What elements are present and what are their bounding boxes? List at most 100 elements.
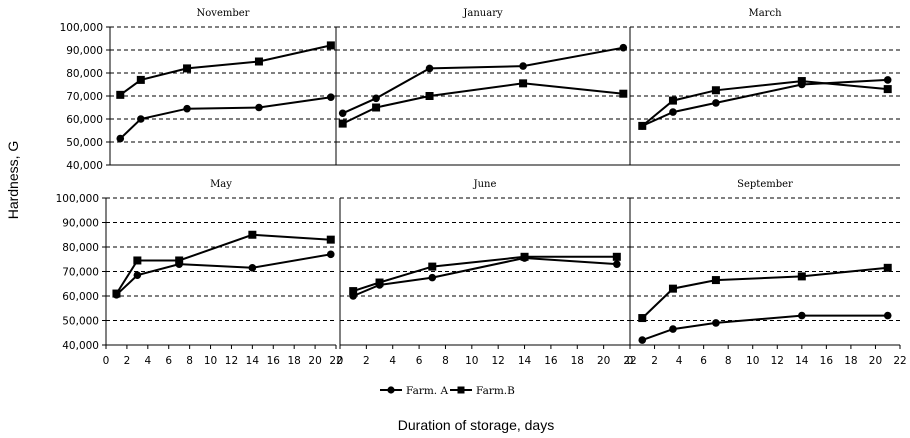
x-tick-label: 2 [124,355,131,367]
data-point-farm-a-november [116,134,125,143]
data-point-farm-b-march [638,121,647,130]
data-point-farm-b-november [116,90,125,99]
series-line-farm-a-september [641,314,888,342]
data-point-farm-a-may [248,264,257,272]
data-point-farm-a-may [133,271,142,279]
data-point-farm-b-january [338,119,347,128]
x-tick-label: 8 [442,355,449,367]
data-point-farm-a-june [613,260,621,268]
data-point-farm-b-june [520,252,529,261]
y-tick-label: 100,000 [56,193,99,205]
data-point-farm-a-june [428,273,437,282]
data-point-farm-b-march [711,86,720,95]
x-tick-label: 20 [308,355,321,367]
data-point-farm-b-may [133,256,142,265]
y-tick-label: 80,000 [62,242,99,254]
data-point-farm-a-november [327,93,335,101]
data-point-farm-b-september [668,284,677,293]
x-tick-label: 4 [144,355,151,367]
data-point-farm-a-march [669,108,677,116]
data-point-farm-b-november [183,64,192,73]
data-point-farm-a-january [519,62,527,70]
y-tick-label: 90,000 [66,45,103,57]
legend-marker-farm-a [387,386,395,394]
series-line-farm-a-june [352,256,617,297]
x-tick-label: 18 [287,355,300,367]
legend: Farm. A Farm.B [380,385,515,397]
data-point-farm-a-september [669,325,677,333]
series-line-farm-a-november [119,96,332,140]
x-tick-label: 14 [795,355,809,367]
y-tick-label: 50,000 [66,137,103,149]
x-tick-label: 0 [627,355,634,367]
y-tick-label: 60,000 [66,114,103,126]
series-line-farm-b-november [119,44,332,96]
panel-title-may: May [210,179,232,190]
x-tick-label: 14 [518,355,532,367]
data-point-farm-a-september [638,336,647,344]
data-point-farm-b-september [638,314,647,323]
x-tick-label: 20 [869,355,882,367]
panel-title-june: June [473,179,497,190]
data-point-farm-a-january [372,94,380,103]
y-tick-label: 50,000 [62,316,99,328]
data-point-farm-b-march [668,96,677,105]
x-tick-label: 2 [651,355,658,367]
x-tick-label: 0 [337,355,344,367]
data-point-farm-b-november [254,57,263,66]
series-line-farm-a-january [342,46,624,115]
x-tick-label: 14 [246,355,260,367]
x-tick-label: 16 [267,355,281,367]
x-tick-label: 16 [820,355,834,367]
legend-label-farm-a: Farm. A [406,385,448,397]
y-tick-label: 70,000 [66,91,103,103]
x-axis-label: Duration of storage, days [398,417,554,433]
x-tick-label: 12 [225,355,238,367]
data-point-farm-b-september [883,263,892,272]
x-tick-label: 22 [329,355,342,367]
data-point-farm-b-november [326,41,335,50]
data-point-farm-b-january [619,89,628,98]
data-point-farm-b-may [248,230,257,239]
data-point-farm-b-january [372,103,381,112]
y-tick-label: 80,000 [66,68,103,80]
legend-marker-farm-b [457,386,465,394]
data-point-farm-a-january [619,43,628,52]
y-tick-label: 70,000 [62,267,99,279]
legend-label-farm-b: Farm.B [476,385,515,397]
data-point-farm-b-june [428,262,437,271]
data-point-farm-a-january [425,64,434,73]
x-tick-label: 12 [771,355,784,367]
x-tick-label: 18 [844,355,857,367]
data-point-farm-b-november [136,75,145,84]
data-point-farm-b-september [797,272,806,281]
x-tick-label: 2 [363,355,370,367]
y-tick-label: 100,000 [60,22,103,34]
data-point-farm-b-january [519,79,528,88]
x-tick-label: 4 [389,355,396,367]
data-point-farm-a-january [338,109,347,118]
data-point-farm-b-september [711,276,720,285]
data-point-farm-a-november [183,104,191,113]
x-tick-label: 8 [186,355,193,367]
data-point-farm-b-january [425,92,434,100]
series-line-farm-b-january [342,82,624,125]
x-tick-label: 16 [544,355,558,367]
y-axis-label: Hardness, G [5,141,21,220]
data-point-farm-a-november [137,115,145,123]
y-tick-label: 40,000 [66,160,103,172]
x-tick-label: 10 [746,355,759,367]
data-point-farm-b-june [612,252,621,261]
data-point-farm-b-may [112,289,121,298]
y-tick-label: 60,000 [62,291,99,303]
data-point-farm-a-september [798,311,806,320]
x-tick-label: 22 [893,355,906,367]
x-tick-label: 6 [165,355,172,367]
x-tick-label: 4 [676,355,683,367]
x-tick-label: 10 [465,355,478,367]
panel-title-november: November [197,8,250,19]
data-point-farm-a-march [712,99,720,107]
x-tick-label: 0 [103,355,110,367]
x-tick-label: 22 [623,355,636,367]
